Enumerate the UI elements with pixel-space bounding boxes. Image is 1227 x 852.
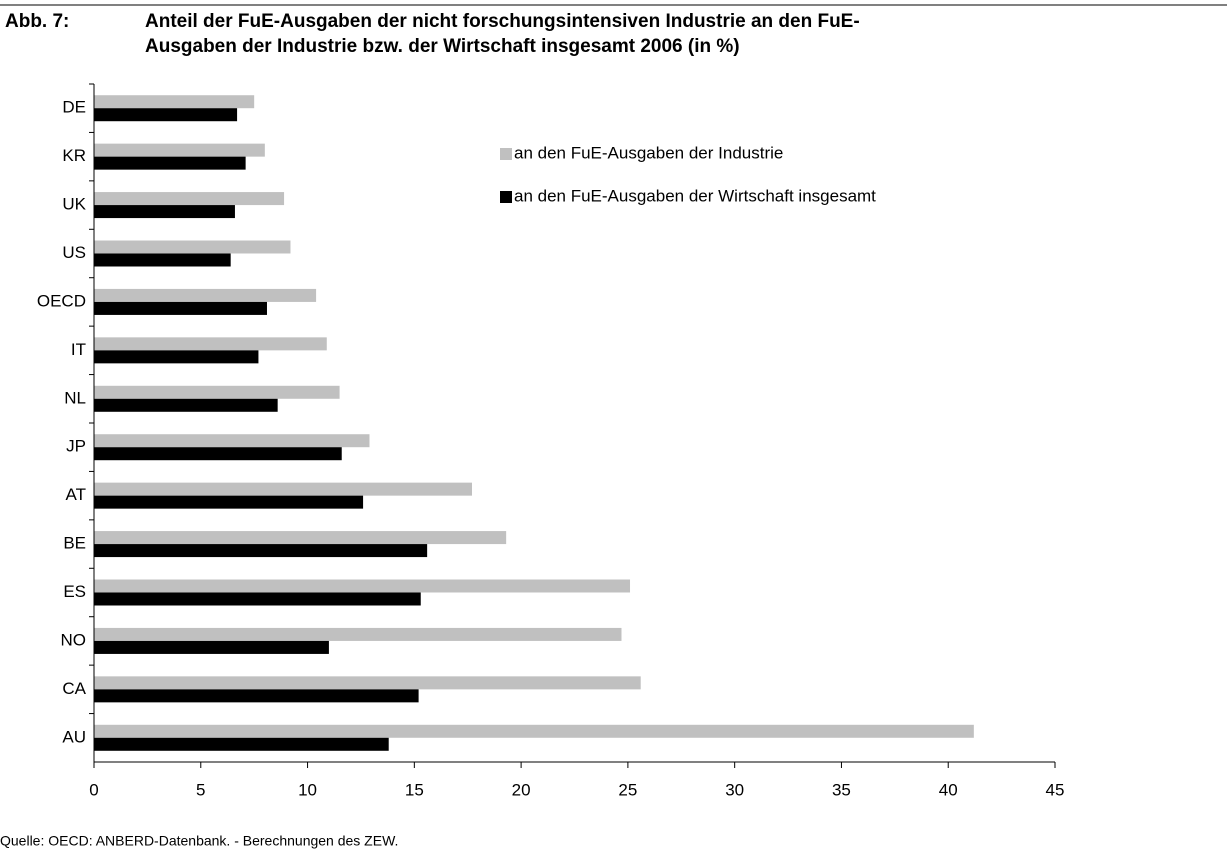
y-tick-label: NL [64, 388, 86, 407]
bar [94, 724, 974, 738]
x-tick-label: 20 [512, 780, 531, 799]
bar [94, 579, 631, 593]
y-tick-label: DE [62, 98, 86, 117]
x-tick-label: 10 [298, 780, 317, 799]
bar [94, 434, 370, 448]
y-tick-label: AU [62, 727, 86, 746]
y-tick-label: JP [66, 437, 86, 456]
x-tick-label: 5 [196, 780, 205, 799]
bar [94, 544, 428, 558]
bar [94, 495, 364, 509]
legend-swatch [500, 148, 512, 160]
bar [94, 737, 389, 751]
legend-label: an den FuE-Ausgaben der Wirtschaft insge… [514, 186, 876, 205]
bar [94, 592, 421, 606]
y-tick-label: ES [63, 582, 86, 601]
bar [94, 531, 507, 545]
bar [94, 301, 267, 315]
bar [94, 676, 641, 690]
bar [94, 447, 342, 461]
bar [94, 240, 291, 254]
bar [94, 337, 327, 351]
y-tick-label: KR [62, 146, 86, 165]
bar [94, 143, 265, 157]
y-tick-label: UK [62, 195, 86, 214]
bar [94, 108, 238, 122]
bar [94, 385, 340, 399]
figure-label: Abb. 7: [5, 11, 69, 32]
y-tick-label: CA [62, 679, 86, 698]
x-tick-label: 30 [725, 780, 744, 799]
legend-swatch [500, 191, 512, 203]
source-note: Quelle: OECD: ANBERD-Datenbank. - Berech… [0, 833, 398, 849]
y-tick-label: AT [66, 485, 86, 504]
bar [94, 398, 278, 412]
x-tick-label: 15 [405, 780, 424, 799]
bar [94, 350, 259, 364]
y-tick-label: NO [61, 630, 87, 649]
bar [94, 627, 622, 641]
bar [94, 253, 231, 267]
y-tick-label: US [62, 243, 86, 262]
bar [94, 95, 255, 109]
y-tick-label: IT [71, 340, 86, 359]
y-tick-label: BE [63, 534, 86, 553]
bar [94, 689, 419, 703]
legend-label: an den FuE-Ausgaben der Industrie [514, 143, 783, 162]
chart-title: Ausgaben der Industrie bzw. der Wirtscha… [145, 36, 740, 57]
x-tick-label: 25 [618, 780, 637, 799]
y-tick-label: OECD [37, 291, 86, 310]
chart-title: Anteil der FuE-Ausgaben der nicht forsch… [145, 11, 860, 32]
bar [94, 192, 285, 206]
bar [94, 205, 235, 219]
bar [94, 288, 317, 302]
bar [94, 640, 329, 654]
x-tick-label: 35 [832, 780, 851, 799]
bar [94, 482, 472, 496]
x-tick-label: 0 [89, 780, 98, 799]
x-tick-label: 40 [939, 780, 958, 799]
bar [94, 156, 246, 170]
x-tick-label: 45 [1046, 780, 1065, 799]
